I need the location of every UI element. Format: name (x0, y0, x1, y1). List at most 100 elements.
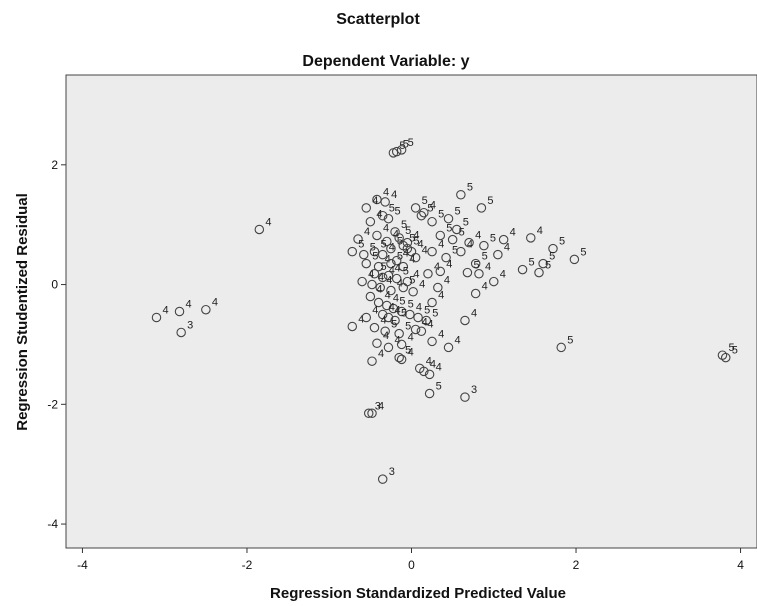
scatter-point (569, 254, 580, 265)
point-label: 5 (397, 251, 403, 263)
scatter-point (717, 350, 728, 360)
point-label: 5 (446, 222, 452, 234)
point-label: 5 (391, 318, 397, 330)
scatter-point (398, 282, 409, 293)
scatter-point (369, 322, 380, 333)
point-label: 4 (186, 299, 192, 311)
scatter-point (493, 249, 503, 260)
point-label: 5 (438, 209, 444, 221)
point-label: 4 (383, 187, 389, 199)
scatter-point (394, 233, 404, 243)
point-label: 5 (427, 203, 433, 215)
scatter-point (377, 309, 388, 320)
point-label: 5 (732, 345, 738, 357)
scatter-point (386, 285, 396, 296)
point-label: 4 (378, 400, 384, 412)
point-label: 4 (471, 307, 477, 319)
scatter-point (433, 282, 443, 293)
scatter-point (416, 326, 427, 337)
x-tick-label: -2 (242, 558, 253, 572)
scatter-point (408, 286, 418, 297)
point-label: 4 (475, 230, 481, 242)
scatter-point (365, 291, 376, 302)
scatter-point (383, 213, 394, 224)
scatter-point (176, 327, 186, 338)
scatter-point (367, 408, 377, 419)
point-label: 5 (529, 257, 535, 269)
scatter-point (424, 388, 435, 399)
point-label: 5 (545, 260, 551, 272)
point-label: 4 (389, 264, 395, 276)
point-label: 5 (463, 216, 469, 228)
scatter-point (456, 246, 466, 257)
scatter-point (377, 272, 388, 283)
scatter-point (464, 237, 474, 248)
point-label: 4 (162, 304, 168, 316)
scatter-point (413, 312, 423, 323)
scatter-point (383, 270, 394, 281)
scatter-point (372, 338, 382, 348)
scatter-point (369, 269, 380, 279)
scatter-point (474, 269, 484, 279)
scatter-point (390, 315, 400, 326)
point-label: 4 (386, 275, 392, 287)
x-tick-label: 2 (573, 558, 580, 572)
point-label: 5 (549, 251, 555, 263)
scatter-point (427, 216, 437, 227)
point-label: 5 (403, 139, 409, 151)
point-label: 5 (473, 260, 479, 272)
scatter-point (386, 258, 396, 269)
point-label: 4 (394, 334, 400, 346)
point-label: 4 (436, 361, 442, 373)
scatter-point (367, 279, 377, 290)
point-label: 4 (504, 242, 510, 254)
plot-background (65, 74, 757, 549)
scatter-point (416, 210, 427, 221)
point-label: 5 (424, 304, 430, 316)
scatter-point (534, 267, 544, 278)
scatter-point (375, 282, 385, 293)
scatter-point (462, 267, 473, 278)
scatter-point (388, 303, 399, 314)
point-label: 5 (580, 246, 586, 258)
point-label: 4 (378, 272, 384, 284)
scatter-point (427, 297, 437, 308)
point-label: 4 (430, 200, 436, 212)
scatter-point (377, 249, 388, 260)
point-label: 5 (408, 299, 414, 311)
scatter-point (720, 352, 731, 363)
point-label: 5 (487, 195, 493, 207)
point-label: 4 (376, 209, 382, 221)
scatter-point (372, 230, 382, 241)
point-label: 4 (418, 239, 424, 251)
point-label: 5 (380, 239, 386, 251)
scatter-point (377, 474, 388, 484)
point-label: 4 (403, 248, 409, 260)
point-label: 4 (212, 297, 218, 309)
scatter-point (419, 207, 429, 218)
scatter-point (526, 233, 536, 243)
scatter-point (361, 258, 372, 269)
point-label: 5 (389, 203, 395, 215)
point-label: 3 (375, 400, 381, 412)
y-tick-label: -4 (47, 517, 58, 531)
scatter-point (383, 312, 394, 323)
scatter-point (369, 246, 380, 257)
scatter-point (365, 216, 376, 227)
scatter-point (396, 339, 407, 350)
scatter-point (353, 234, 363, 244)
scatter-point (373, 297, 384, 308)
scatter-point (373, 261, 384, 272)
scatter-point (427, 336, 437, 347)
point-label: 4 (455, 334, 461, 346)
scatter-point (451, 224, 462, 235)
scatter-point (470, 288, 481, 299)
chart-subtitle: Dependent Variable: y (302, 53, 469, 70)
scatter-point (396, 306, 407, 317)
scatter-point (421, 315, 432, 326)
scatter-point (396, 145, 407, 155)
scatter-point (386, 243, 396, 254)
scatter-point (538, 258, 548, 269)
x-tick-label: 0 (408, 558, 415, 572)
scatter-point (435, 230, 446, 241)
